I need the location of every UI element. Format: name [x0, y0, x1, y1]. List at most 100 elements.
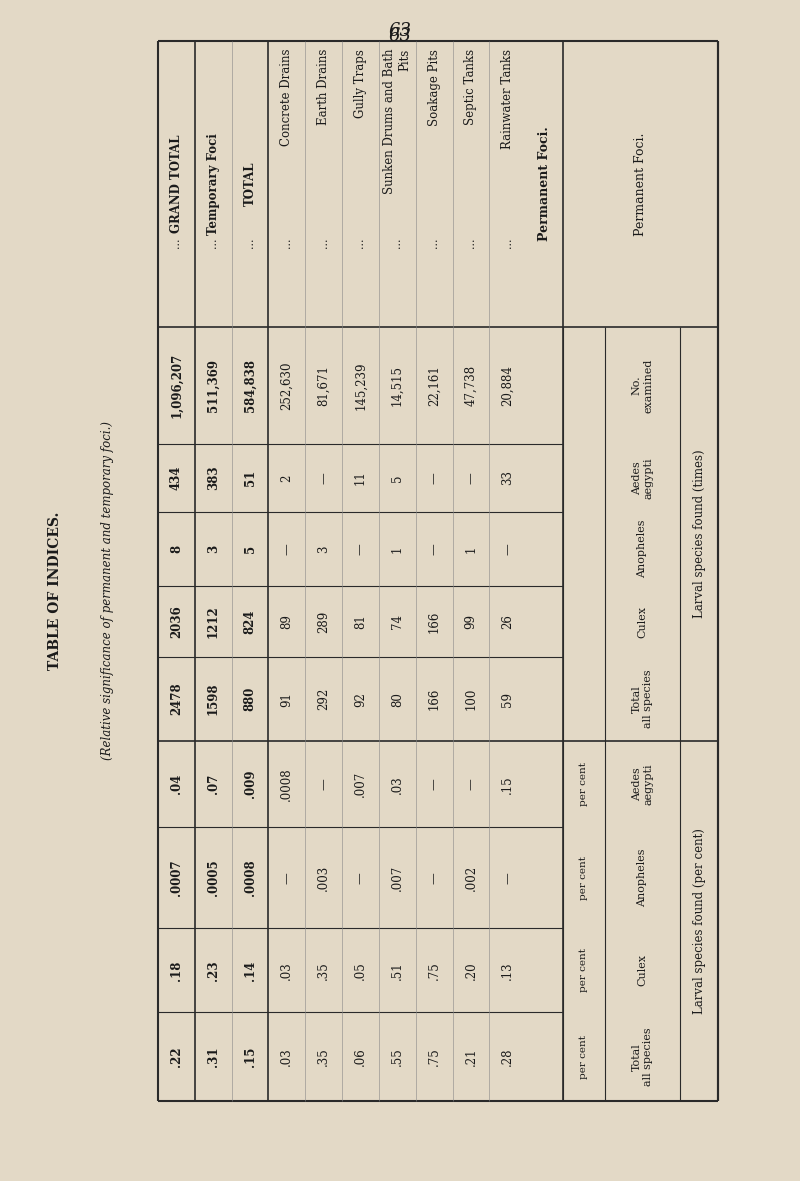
Text: Permanent Foci.: Permanent Foci. — [538, 126, 551, 241]
Text: 11: 11 — [354, 470, 367, 485]
Text: Larval species found (times): Larval species found (times) — [693, 450, 706, 619]
Text: Total
all species: Total all species — [632, 1027, 654, 1087]
Text: —: — — [317, 778, 330, 790]
Text: .18: .18 — [170, 960, 183, 980]
Text: .31: .31 — [206, 1046, 220, 1066]
Text: .0008: .0008 — [280, 768, 294, 801]
Text: —: — — [354, 872, 367, 883]
Text: .35: .35 — [317, 1048, 330, 1066]
Text: Culex: Culex — [638, 954, 647, 986]
Text: .03: .03 — [391, 775, 404, 794]
Text: Anopheles: Anopheles — [638, 849, 647, 907]
Text: .14: .14 — [243, 960, 257, 980]
Text: 20,884: 20,884 — [502, 365, 514, 406]
Text: .20: .20 — [465, 961, 478, 980]
Text: ...: ... — [466, 237, 476, 248]
Text: 8: 8 — [170, 544, 183, 553]
Text: .0008: .0008 — [243, 860, 257, 896]
Text: 289: 289 — [317, 611, 330, 633]
Text: 81,671: 81,671 — [317, 365, 330, 406]
Text: per cent: per cent — [579, 1035, 589, 1078]
Text: 2036: 2036 — [170, 605, 183, 638]
Text: Larval species found (per cent): Larval species found (per cent) — [693, 828, 706, 1014]
Text: 3: 3 — [317, 546, 330, 553]
Text: 880: 880 — [243, 687, 257, 711]
Text: 252,630: 252,630 — [280, 361, 294, 410]
Text: —: — — [502, 872, 514, 883]
Text: 5: 5 — [243, 544, 257, 553]
Text: 81: 81 — [354, 614, 367, 629]
Text: 47,738: 47,738 — [465, 365, 478, 406]
Text: 166: 166 — [428, 689, 441, 711]
Text: 1598: 1598 — [206, 683, 220, 716]
Text: ...: ... — [355, 237, 366, 248]
Text: .0005: .0005 — [206, 860, 220, 896]
Text: 99: 99 — [465, 614, 478, 629]
Text: .007: .007 — [391, 864, 404, 890]
Text: .13: .13 — [502, 961, 514, 980]
Text: .007: .007 — [354, 771, 367, 797]
Text: No.
examined: No. examined — [632, 358, 654, 412]
Text: TABLE OF INDICES.: TABLE OF INDICES. — [48, 511, 62, 670]
Text: 63: 63 — [389, 22, 411, 40]
Text: .21: .21 — [465, 1048, 478, 1066]
Text: .22: .22 — [170, 1046, 183, 1066]
Text: 51: 51 — [243, 470, 257, 487]
Text: .75: .75 — [428, 961, 441, 980]
Text: 92: 92 — [354, 692, 367, 706]
Text: 584,838: 584,838 — [243, 359, 257, 412]
Text: .0007: .0007 — [170, 860, 183, 896]
Text: Total
all species: Total all species — [632, 670, 654, 729]
Text: 383: 383 — [206, 465, 220, 490]
Text: ...: ... — [318, 237, 329, 248]
Text: Aedes
aegypti: Aedes aegypti — [632, 457, 654, 498]
Text: —: — — [280, 872, 294, 883]
Text: 5: 5 — [391, 475, 404, 482]
Text: per cent: per cent — [579, 856, 589, 900]
Text: 33: 33 — [502, 470, 514, 485]
Text: ...: ... — [208, 237, 218, 248]
Text: Temporary Foci: Temporary Foci — [206, 133, 220, 235]
Text: —: — — [428, 872, 441, 883]
Text: .55: .55 — [391, 1048, 404, 1066]
Text: —: — — [354, 543, 367, 555]
Text: .75: .75 — [428, 1048, 441, 1066]
Text: .15: .15 — [502, 775, 514, 794]
Text: ...: ... — [392, 237, 402, 248]
Text: —: — — [428, 778, 441, 790]
Text: —: — — [317, 472, 330, 484]
Text: —: — — [502, 543, 514, 555]
Text: Culex: Culex — [638, 606, 647, 638]
Text: —: — — [428, 543, 441, 555]
Text: —: — — [465, 778, 478, 790]
Text: Concrete Drains: Concrete Drains — [280, 48, 294, 146]
Text: 91: 91 — [280, 692, 294, 706]
Text: .03: .03 — [280, 1048, 294, 1066]
Text: 3: 3 — [206, 544, 220, 553]
Text: 824: 824 — [243, 609, 257, 634]
Text: ...: ... — [429, 237, 439, 248]
Text: .51: .51 — [391, 961, 404, 980]
Text: .03: .03 — [280, 961, 294, 980]
Text: .009: .009 — [243, 770, 257, 798]
Text: .06: .06 — [354, 1048, 367, 1066]
Text: 89: 89 — [280, 614, 294, 629]
Text: 434: 434 — [170, 465, 183, 490]
Text: 63: 63 — [389, 27, 411, 45]
Text: 166: 166 — [428, 611, 441, 633]
Text: per cent: per cent — [579, 762, 589, 807]
Text: Sunken Drums and Bath
Pits: Sunken Drums and Bath Pits — [383, 48, 411, 195]
Text: .05: .05 — [354, 961, 367, 980]
Text: 80: 80 — [391, 692, 404, 706]
Text: .35: .35 — [317, 961, 330, 980]
Text: —: — — [428, 472, 441, 484]
Text: ...: ... — [502, 237, 513, 248]
Text: 145,239: 145,239 — [354, 361, 367, 410]
Text: 2478: 2478 — [170, 683, 183, 716]
Text: .04: .04 — [170, 774, 183, 795]
Text: per cent: per cent — [579, 948, 589, 992]
Text: 74: 74 — [391, 614, 404, 629]
Text: Permanent Foci.: Permanent Foci. — [634, 132, 647, 236]
Text: (Relative significance of permanent and temporary foci.): (Relative significance of permanent and … — [102, 422, 114, 761]
Text: 1: 1 — [391, 546, 404, 553]
